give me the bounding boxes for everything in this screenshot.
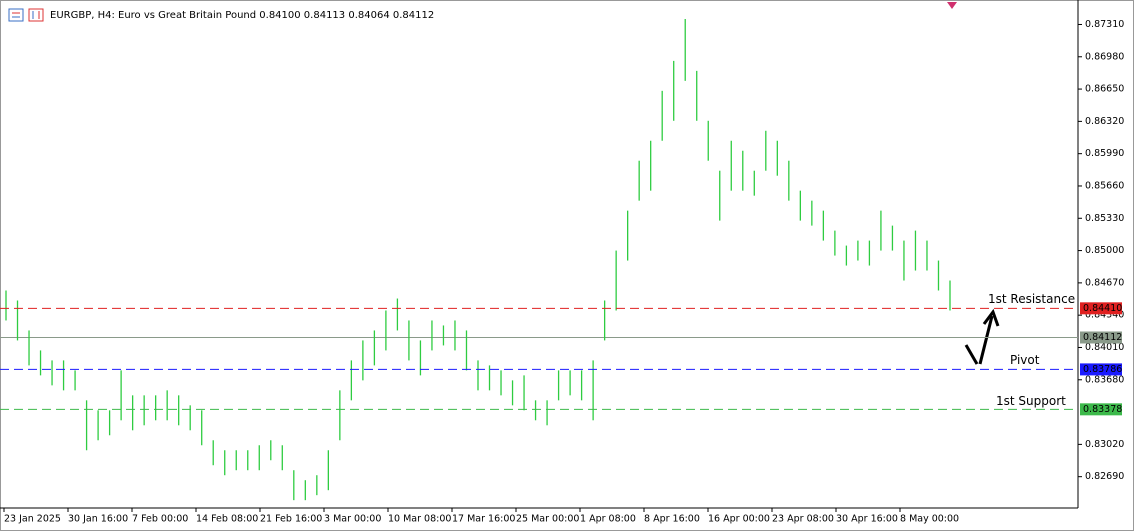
current-price-box [1080, 331, 1122, 344]
axis: 0.87310 0.86980 0.86650 0.86320 0.85990 0.856… [3, 19, 1124, 525]
marker [947, 2, 957, 9]
y-tick-label: 0.84670 [1085, 277, 1124, 288]
level-price-label: 0.83378 [1083, 404, 1122, 415]
chart-title: EURGBP, H4: Euro vs Great Britain Pound … [50, 10, 434, 21]
x-tick-label: 23 Apr 08:00 [772, 514, 834, 525]
y-tick-label: 0.86980 [1085, 51, 1124, 62]
y-tick-label: 0.86320 [1085, 116, 1124, 127]
y-tick-label: 0.83680 [1085, 374, 1124, 385]
level-price-box [1080, 363, 1122, 376]
x-tick-label: 14 Feb 08:00 [196, 514, 258, 525]
level-price-label: 0.83786 [1083, 364, 1122, 375]
y-tick-label: 0.85990 [1085, 148, 1124, 159]
x-tick-label: 7 Feb 00:00 [132, 514, 188, 525]
x-tick-label: 8 May 00:00 [900, 514, 959, 525]
x-tick-label: 3 Mar 00:00 [324, 514, 381, 525]
y-tick-label: 0.84340 [1085, 310, 1124, 321]
y-tick-label: 0.85000 [1085, 245, 1124, 256]
x-tick-label: 8 Apr 16:00 [644, 514, 700, 525]
x-tick-label: 1 Apr 08:00 [580, 514, 636, 525]
x-tick-label: 16 Apr 00:00 [708, 514, 770, 525]
x-tick-label: 25 Mar 00:00 [516, 514, 579, 525]
current-price-label: 0.84112 [1083, 332, 1122, 343]
level-name: 1st Resistance [988, 292, 1075, 306]
level-price-box [1080, 403, 1122, 416]
x-tick-label: 23 Jan 2025 [4, 514, 61, 525]
level-name: 1st Support [996, 394, 1066, 408]
y-tick-label: 0.84010 [1085, 342, 1124, 353]
level-price-box [1080, 302, 1122, 315]
level-price-label: 0.84410 [1083, 303, 1122, 314]
y-tick-label: 0.83020 [1085, 439, 1124, 450]
x-tick-label: 30 Apr 16:00 [836, 514, 898, 525]
arrows [964, 308, 1000, 365]
plot: 1st Resistance Pivot 1st Support [0, 18, 1078, 501]
header-icons [8, 8, 44, 22]
y-tick-label: 0.87310 [1085, 19, 1124, 30]
x-tick-label: 17 Mar 16:00 [452, 514, 515, 525]
y-tick-label: 0.85660 [1085, 180, 1124, 191]
x-tick-label: 21 Feb 16:00 [260, 514, 322, 525]
x-tick-label: 30 Jan 16:00 [68, 514, 128, 525]
y-tick-label: 0.82690 [1085, 471, 1124, 482]
level-name: Pivot [1010, 353, 1040, 367]
y-tick-label: 0.85330 [1085, 213, 1124, 224]
x-tick-label: 10 Mar 08:00 [388, 514, 451, 525]
y-tick-label: 0.86650 [1085, 84, 1124, 95]
